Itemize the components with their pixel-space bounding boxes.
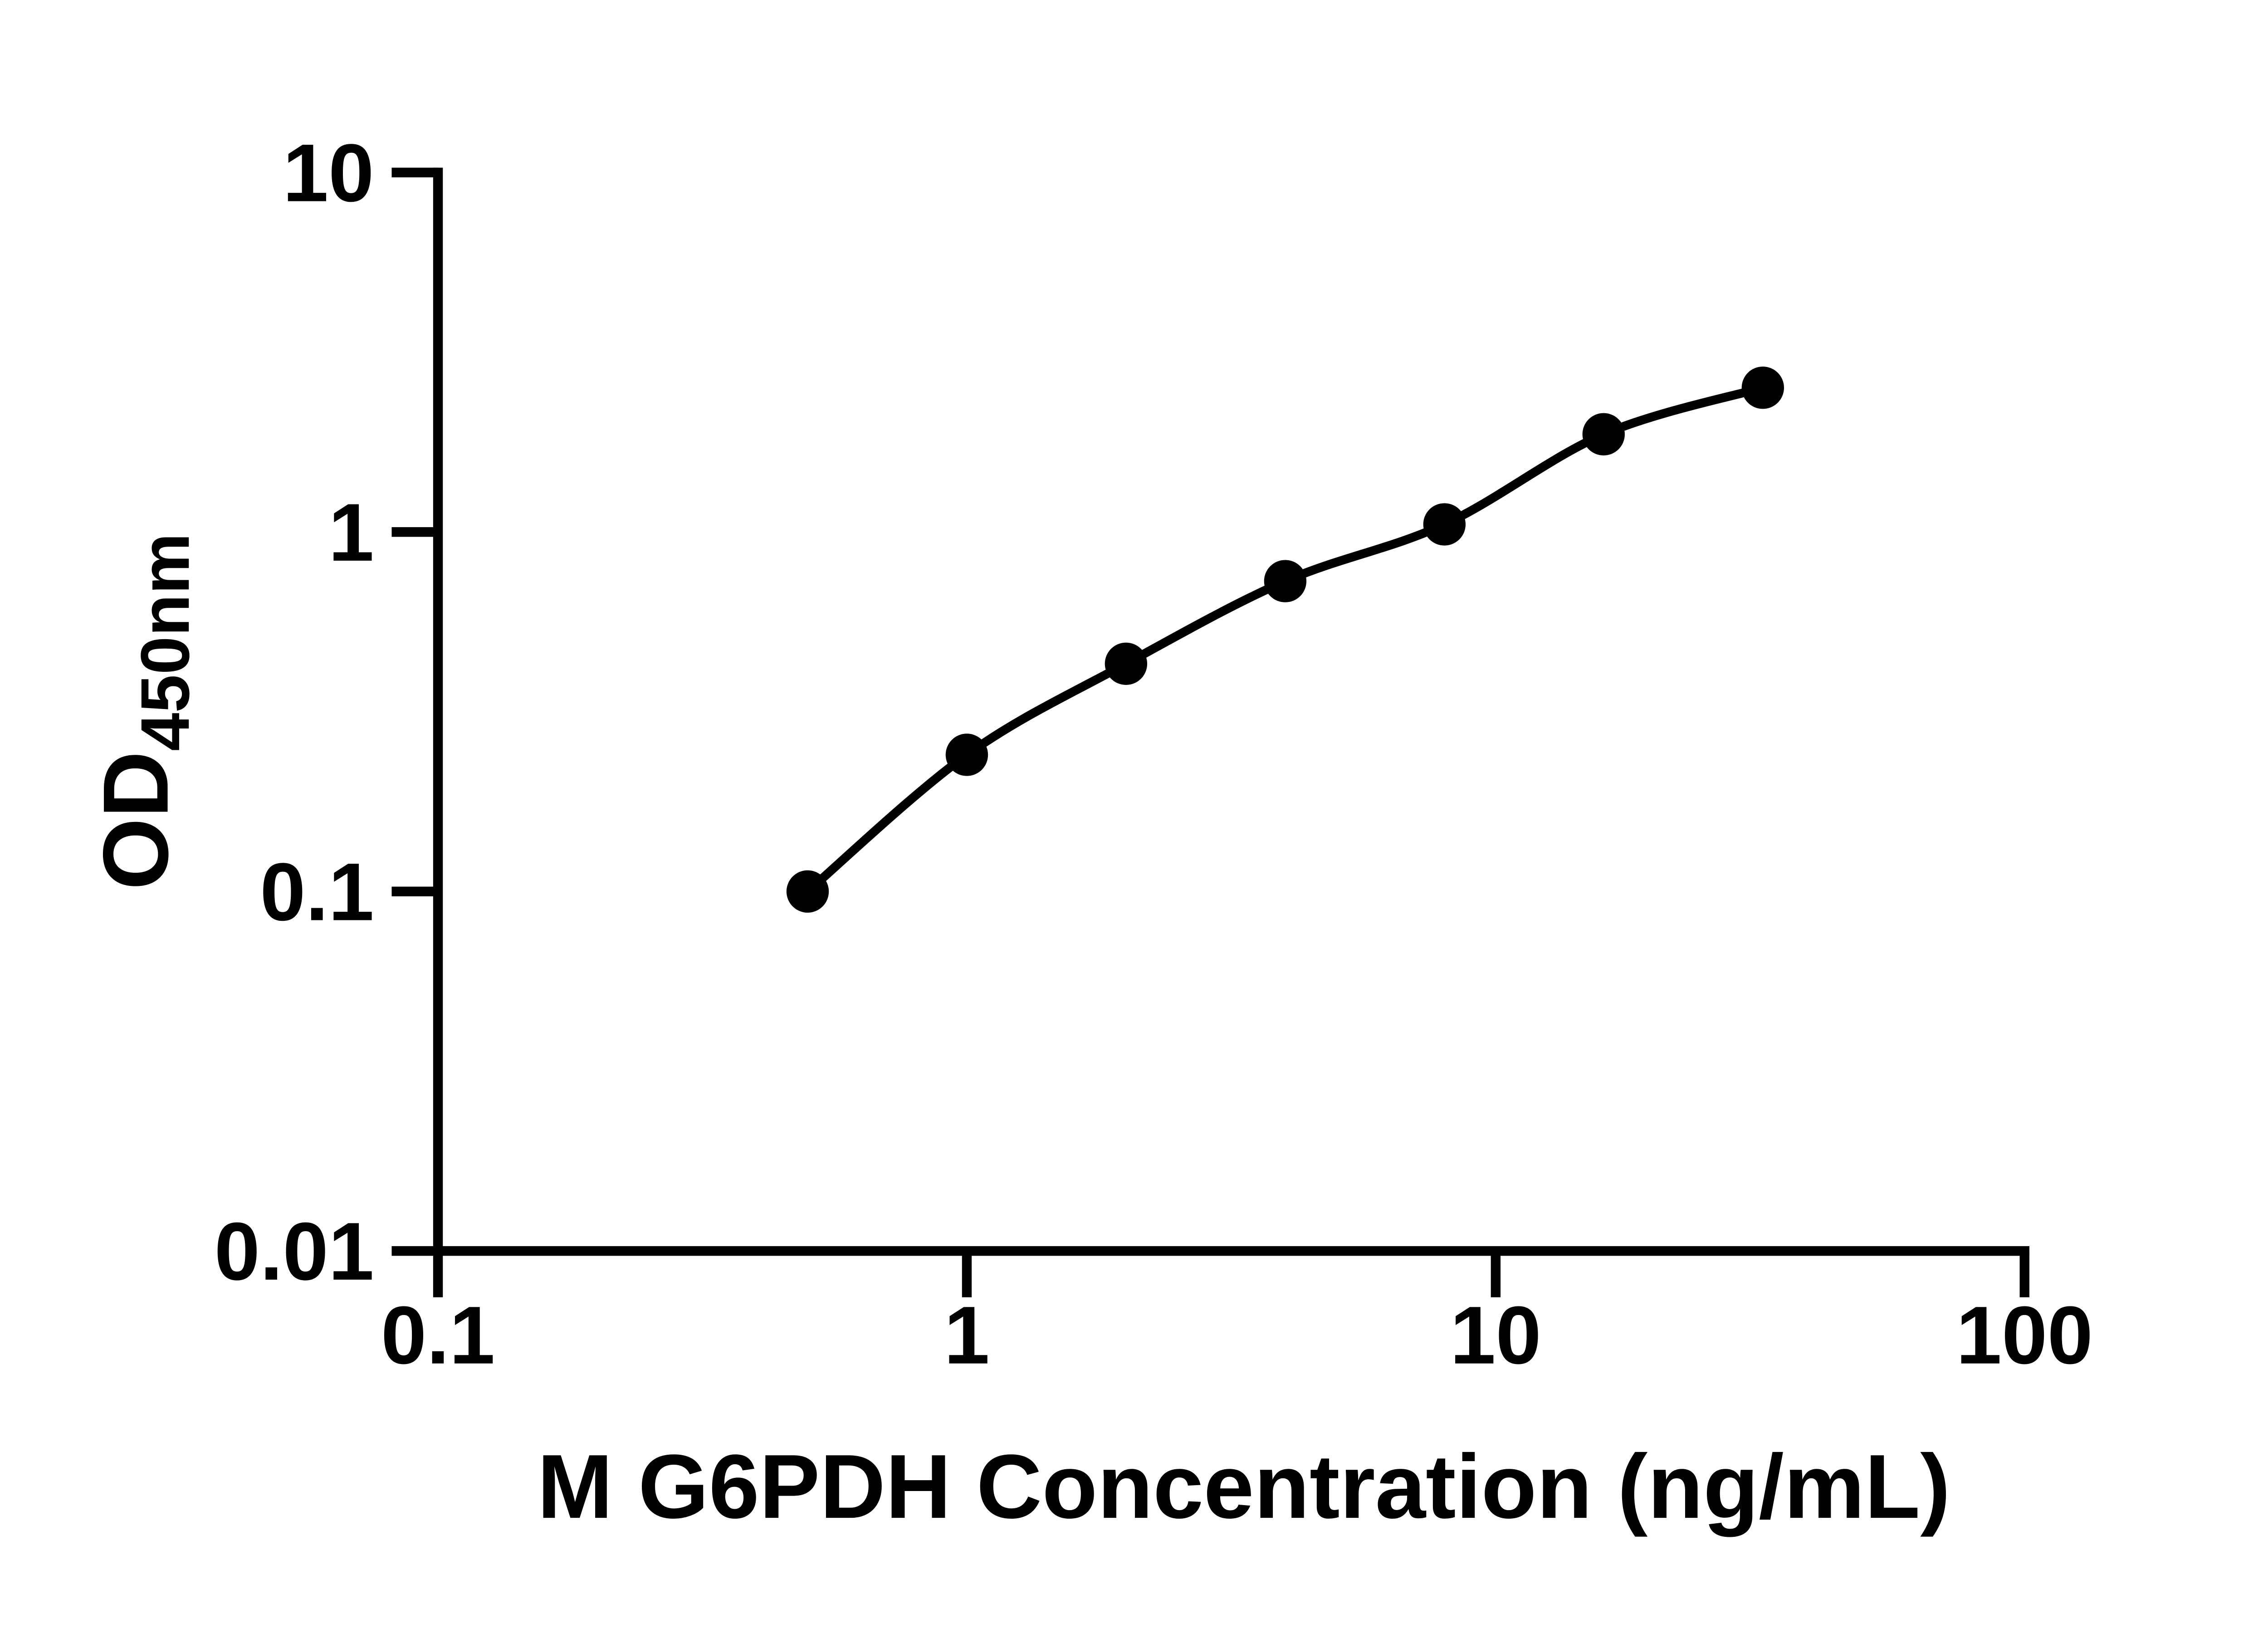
x-axis-title: M G6PDH Concentration (ng/mL) xyxy=(537,1436,1950,1537)
x-tick-label-0.1: 0.1 xyxy=(381,1290,495,1381)
data-point-x1 xyxy=(945,733,988,776)
y-axis-title: OD450nm xyxy=(84,533,204,890)
x-tick-label-10: 10 xyxy=(1450,1290,1541,1381)
y-tick-label-0.1: 0.1 xyxy=(260,846,374,938)
fit-curve xyxy=(803,383,1768,896)
data-point-x32 xyxy=(1741,367,1784,409)
y-tick-label-1: 1 xyxy=(328,487,374,578)
data-point-x16 xyxy=(1582,413,1625,456)
y-axis-title-subscript: 450nm xyxy=(127,533,204,751)
x-tick-label-100: 100 xyxy=(1956,1290,2093,1381)
x-tick-label-1: 1 xyxy=(944,1290,990,1381)
data-point-x0.5 xyxy=(786,870,829,913)
y-tick-label-10: 10 xyxy=(283,127,374,219)
data-point-x8 xyxy=(1423,503,1466,546)
y-axis-title-main: OD xyxy=(84,751,188,890)
data-point-x2 xyxy=(1105,642,1148,685)
y-tick-label-0.01: 0.01 xyxy=(215,1206,374,1297)
data-point-x4 xyxy=(1264,560,1307,602)
